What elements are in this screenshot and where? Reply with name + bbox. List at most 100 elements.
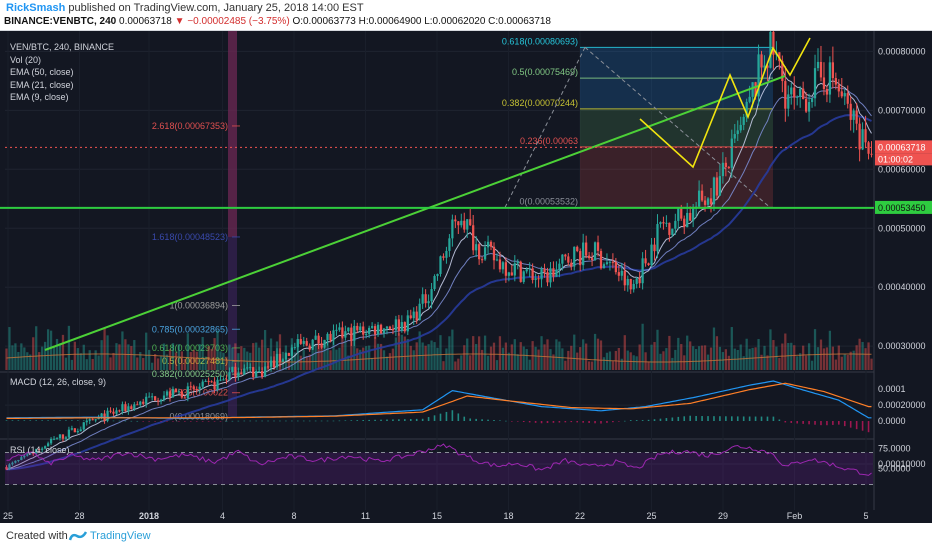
candle-body[interactable]	[121, 404, 124, 412]
candle-body[interactable]	[852, 110, 855, 120]
candle-body[interactable]	[88, 419, 91, 421]
candle-body[interactable]	[433, 276, 436, 290]
candle-body[interactable]	[329, 333, 332, 341]
candle-body[interactable]	[55, 438, 59, 440]
candle-body[interactable]	[394, 319, 398, 331]
candle-body[interactable]	[382, 328, 386, 334]
candle-body[interactable]	[561, 254, 564, 264]
candle-body[interactable]	[501, 262, 505, 270]
candle-body[interactable]	[611, 261, 615, 263]
candle-body[interactable]	[733, 134, 736, 139]
candle-body[interactable]	[115, 410, 118, 414]
candle-body[interactable]	[620, 270, 623, 276]
ascending-trendline[interactable]	[44, 75, 786, 351]
candle-body[interactable]	[249, 367, 252, 369]
candle-body[interactable]	[94, 419, 97, 421]
candle-body[interactable]	[189, 386, 192, 388]
candle-body[interactable]	[552, 268, 555, 277]
candle-body[interactable]	[207, 380, 210, 382]
candle-body[interactable]	[653, 244, 656, 252]
candle-body[interactable]	[130, 406, 133, 409]
candle-body[interactable]	[448, 238, 451, 251]
candle-body[interactable]	[739, 124, 742, 131]
candle-body[interactable]	[519, 261, 522, 282]
candle-body[interactable]	[436, 273, 439, 277]
candle-body[interactable]	[64, 437, 68, 439]
candle-body[interactable]	[91, 419, 94, 421]
candle-body[interactable]	[240, 372, 243, 375]
candle-body[interactable]	[599, 250, 603, 269]
candle-body[interactable]	[142, 401, 145, 404]
candle-body[interactable]	[58, 434, 62, 439]
candle-body[interactable]	[403, 322, 406, 332]
candle-body[interactable]	[692, 206, 695, 221]
candle-body[interactable]	[796, 96, 799, 98]
candle-body[interactable]	[677, 208, 680, 221]
candle-body[interactable]	[269, 360, 273, 367]
candle-body[interactable]	[558, 263, 561, 270]
candle-body[interactable]	[35, 448, 38, 454]
candle-body[interactable]	[82, 422, 85, 430]
candle-body[interactable]	[281, 359, 285, 362]
candle-body[interactable]	[275, 353, 279, 368]
candle-body[interactable]	[683, 218, 686, 228]
candle-body[interactable]	[287, 352, 291, 356]
candle-body[interactable]	[510, 272, 513, 276]
candle-body[interactable]	[252, 367, 255, 377]
candle-body[interactable]	[278, 353, 282, 362]
candle-body[interactable]	[573, 246, 576, 267]
candle-body[interactable]	[195, 388, 198, 390]
candle-body[interactable]	[109, 410, 112, 412]
candle-body[interactable]	[427, 301, 430, 304]
candle-body[interactable]	[662, 222, 665, 224]
candle-body[interactable]	[174, 388, 178, 393]
candle-body[interactable]	[745, 101, 748, 117]
candle-body[interactable]	[763, 65, 766, 68]
rsi-title[interactable]: RSI (14, close)	[10, 445, 70, 455]
candle-body[interactable]	[715, 177, 719, 196]
candle-body[interactable]	[807, 102, 811, 112]
candle-body[interactable]	[489, 241, 493, 247]
candle-body[interactable]	[365, 333, 368, 335]
candle-body[interactable]	[198, 386, 201, 390]
candle-body[interactable]	[596, 242, 600, 251]
candle-body[interactable]	[799, 88, 802, 97]
chart-canvas[interactable]: 0.236(0.00022 0.382(0.00025250) 0.5(0.0002…	[0, 31, 932, 523]
candle-body[interactable]	[255, 370, 258, 377]
candle-body[interactable]	[225, 379, 228, 381]
candle-body[interactable]	[846, 93, 849, 104]
candle-body[interactable]	[326, 333, 329, 341]
candle-body[interactable]	[843, 93, 846, 97]
candle-body[interactable]	[370, 326, 374, 328]
candle-body[interactable]	[356, 325, 359, 331]
candle-body[interactable]	[457, 221, 460, 226]
candle-body[interactable]	[656, 224, 659, 252]
candle-body[interactable]	[849, 103, 852, 120]
candle-body[interactable]	[23, 455, 26, 458]
candle-body[interactable]	[409, 315, 412, 319]
candle-body[interactable]	[608, 261, 612, 263]
candle-body[interactable]	[546, 272, 549, 283]
candle-body[interactable]	[730, 138, 733, 168]
candle-body[interactable]	[344, 331, 347, 338]
candle-body[interactable]	[727, 167, 730, 169]
candle-body[interactable]	[570, 262, 573, 267]
candle-body[interactable]	[602, 264, 606, 269]
candle-body[interactable]	[567, 256, 570, 263]
candle-body[interactable]	[320, 343, 323, 348]
candle-body[interactable]	[73, 428, 76, 433]
candle-body[interactable]	[118, 410, 121, 412]
candle-body[interactable]	[534, 278, 537, 281]
candle-body[interactable]	[391, 328, 395, 331]
candle-body[interactable]	[296, 339, 299, 348]
candle-body[interactable]	[480, 259, 484, 261]
candle-body[interactable]	[261, 370, 264, 377]
candle-body[interactable]	[540, 268, 543, 280]
candle-body[interactable]	[641, 258, 644, 284]
candle-body[interactable]	[629, 278, 632, 290]
candle-body[interactable]	[153, 396, 157, 401]
candle-body[interactable]	[504, 262, 508, 276]
candle-body[interactable]	[623, 270, 626, 286]
candle-body[interactable]	[359, 326, 362, 331]
candle-body[interactable]	[388, 326, 392, 329]
